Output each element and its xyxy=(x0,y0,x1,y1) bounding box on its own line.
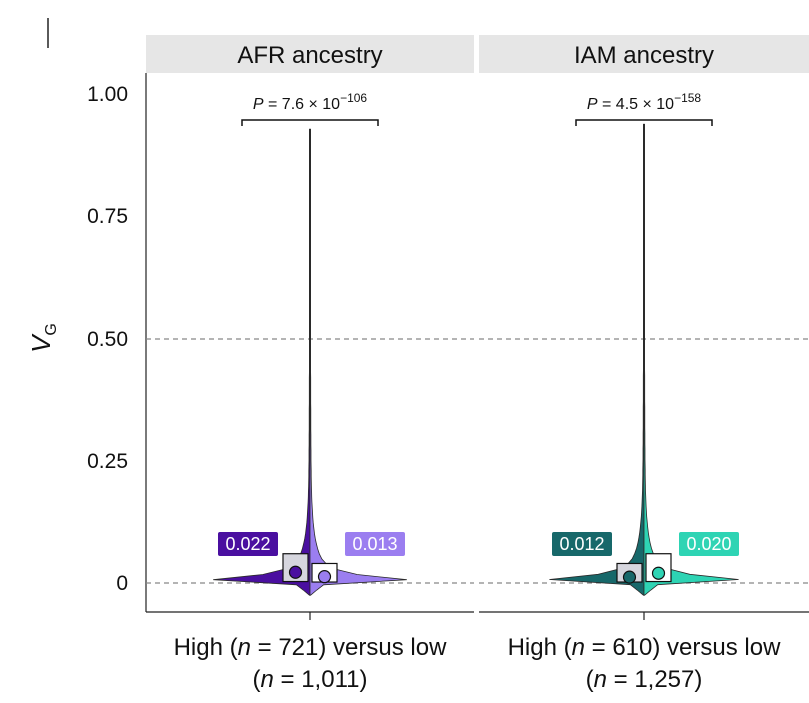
strip-iam-bg xyxy=(479,35,809,73)
median-label-1-1: 0.020 xyxy=(686,534,731,554)
strip-iam-label: IAM ancestry xyxy=(574,42,714,69)
pvalue-bracket-afr xyxy=(241,119,379,126)
strip-afr-label: AFR ancestry xyxy=(237,42,382,69)
x-label-iam-line1: High (n = 610) versus low xyxy=(508,634,781,661)
y-tick-label-1: 1.00 xyxy=(87,83,128,106)
y-ticks: 1.00 0.75 0.50 0.25 0 xyxy=(87,83,128,595)
y-axis-label: VG xyxy=(26,323,60,353)
violin-1-low xyxy=(643,123,739,596)
median-label-0-1: 0.013 xyxy=(352,534,397,554)
x-label-iam-line2: (n = 1,257) xyxy=(586,666,703,693)
y-tick-label-075: 0.75 xyxy=(87,205,128,228)
median-point-1-high xyxy=(622,570,637,584)
median-label-0-0: 0.022 xyxy=(225,534,270,554)
median-label-bg-0-0 xyxy=(218,532,278,556)
y-tick-label-050: 0.50 xyxy=(87,328,128,351)
y-tick-label-025: 0.25 xyxy=(87,450,128,473)
panel-iam: 0.012 0.020 xyxy=(479,123,809,596)
violin-1-high xyxy=(549,123,645,596)
median-point-0-low xyxy=(317,570,332,584)
median-label-bg-1-0 xyxy=(552,532,612,556)
pvalue-iam: P = 4.5 × 10−158 xyxy=(587,91,702,113)
median-label-1-0: 0.012 xyxy=(559,534,604,554)
violin-0-low xyxy=(309,128,407,596)
median-point-0-high xyxy=(288,565,303,579)
panel-afr: 0.022 0.013 xyxy=(146,128,474,596)
pvalue-bracket-iam xyxy=(575,119,713,126)
median-point-1-low xyxy=(651,566,666,580)
x-label-afr-line1: High (n = 721) versus low xyxy=(174,634,447,661)
y-tick-label-0: 0 xyxy=(116,572,128,595)
pvalue-afr: P = 7.6 × 10−106 xyxy=(253,91,368,113)
x-label-afr-line2: (n = 1,011) xyxy=(253,666,368,693)
violin-0-high xyxy=(213,128,311,596)
median-label-bg-0-1 xyxy=(345,532,405,556)
strip-afr-bg xyxy=(146,35,474,73)
median-label-bg-1-1 xyxy=(679,532,739,556)
